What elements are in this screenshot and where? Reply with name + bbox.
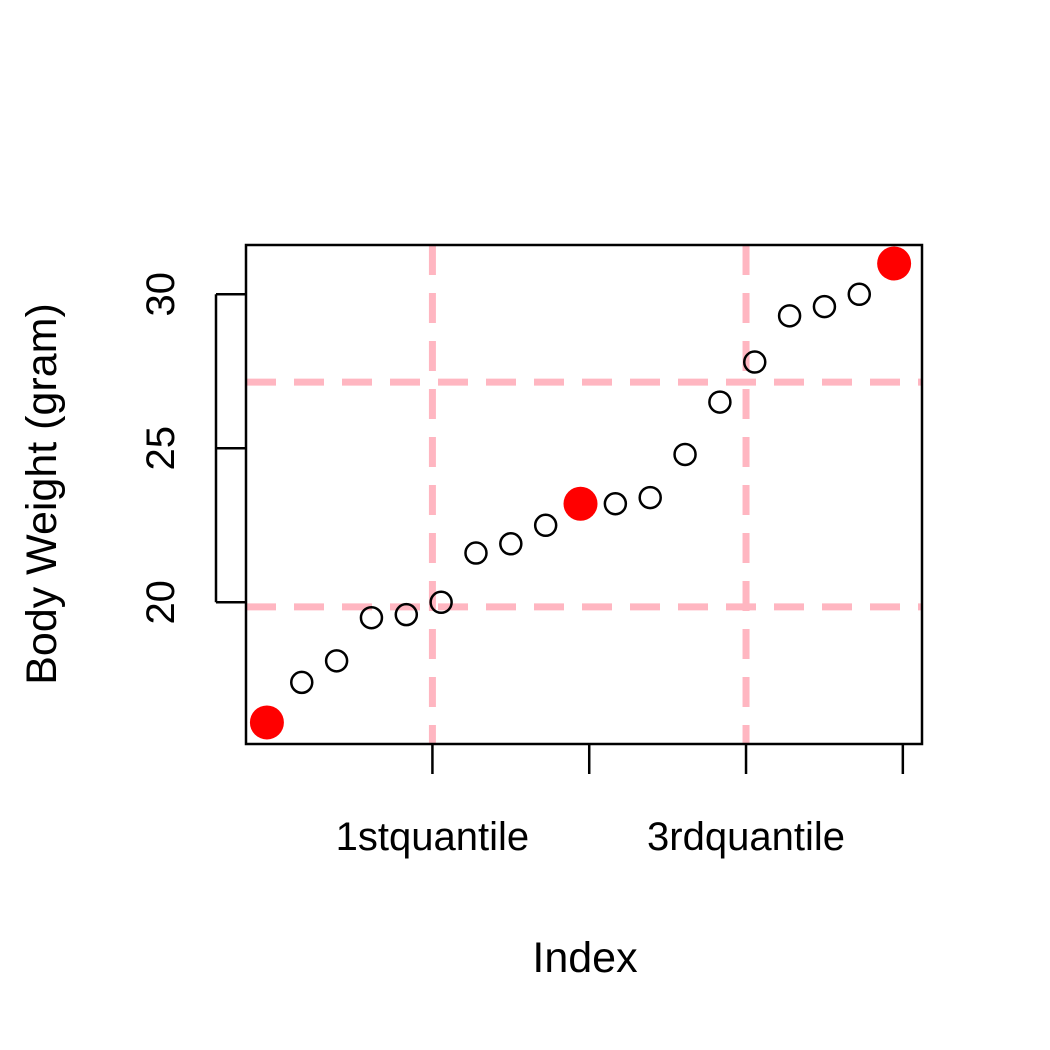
y-tick-label: 25: [139, 426, 183, 471]
x-axis-title: Index: [532, 934, 638, 982]
data-point: [464, 541, 488, 565]
data-point: [499, 532, 523, 556]
data-point: [290, 670, 314, 695]
plot-frame: [244, 243, 924, 746]
data-point: [429, 590, 453, 615]
data-point: [324, 649, 349, 673]
data-point: [359, 605, 384, 630]
data-point: [812, 294, 837, 319]
data-point: [777, 304, 802, 328]
x-axis: 1stquantile 3rdquantile: [336, 744, 905, 859]
data-point: [708, 390, 732, 414]
data-point: [603, 491, 628, 516]
data-point: [847, 282, 872, 307]
highlighted-point: [877, 246, 912, 281]
reference-lines: [246, 245, 922, 744]
y-axis: 20 25 30: [139, 272, 246, 625]
data-point: [673, 442, 697, 467]
highlighted-point: [563, 486, 598, 521]
highlighted-point: [249, 705, 284, 740]
data-points: [249, 246, 912, 740]
data-point: [394, 602, 419, 627]
y-tick-label: 30: [139, 272, 183, 317]
data-point: [533, 513, 558, 538]
data-point: [742, 350, 767, 374]
y-tick-label: 20: [139, 580, 183, 625]
x-tick-label: 1stquantile: [336, 815, 529, 859]
x-tick-label: 3rdquantile: [647, 815, 845, 859]
data-point: [638, 485, 662, 510]
y-axis-title: Body Weight (gram): [18, 303, 66, 685]
